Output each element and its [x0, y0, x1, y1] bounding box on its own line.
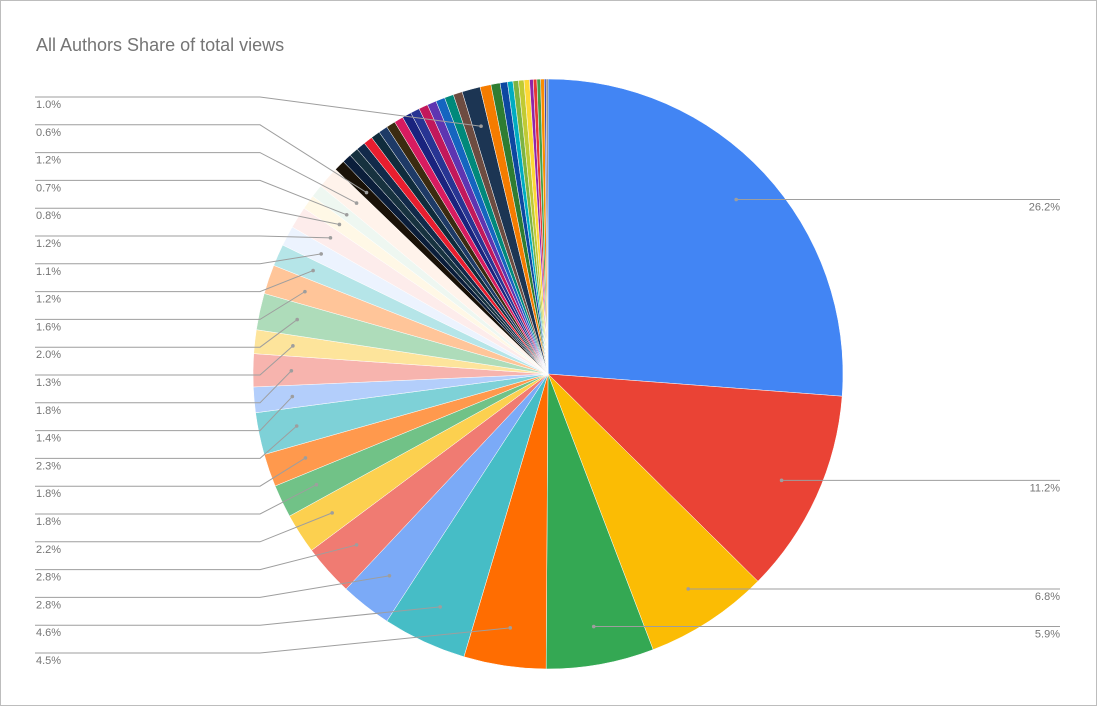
leader-dot — [508, 626, 513, 630]
leader-dot — [337, 222, 342, 227]
leader-dot — [686, 587, 691, 591]
leader-line — [35, 484, 317, 515]
data-label: 11.2% — [1030, 482, 1061, 494]
leader-dot — [591, 624, 596, 629]
leader-dot — [330, 511, 334, 515]
data-label: 6.8% — [1035, 591, 1060, 603]
leader-dot — [354, 201, 359, 205]
slice — [547, 373, 843, 582]
data-label: 2.0% — [36, 349, 61, 361]
leader-line — [35, 235, 331, 239]
data-label: 4.6% — [36, 627, 61, 639]
pie — [252, 78, 844, 670]
chart-title: All Authors Share of total views — [36, 35, 284, 55]
leader-dot — [295, 317, 299, 322]
slice — [547, 78, 844, 397]
leader-dot — [779, 478, 784, 483]
slice — [547, 373, 759, 650]
leader-line — [35, 575, 390, 598]
leader-line — [35, 425, 298, 459]
leader-line — [35, 345, 294, 376]
labels: 1.0% 0.6% 1.2% 0.7% 0.8% 1.2% 1.1% 1.2% 1.6% 2.0%… — [35, 96, 1061, 667]
leader-line — [35, 319, 298, 348]
leader-dot — [734, 197, 738, 202]
leader-line — [35, 544, 357, 571]
leader-line — [35, 179, 347, 216]
leader-dot — [294, 424, 299, 428]
data-label: 2.3% — [36, 460, 61, 472]
data-label: 4.5% — [36, 655, 61, 667]
data-label: 1.2% — [36, 294, 61, 306]
leader-dot — [290, 394, 295, 399]
leader-line — [35, 96, 482, 127]
data-label: 1.2% — [36, 155, 61, 167]
leader-line — [35, 606, 441, 626]
data-label: 0.8% — [36, 210, 61, 222]
leader-line — [35, 512, 333, 543]
leader-line — [35, 627, 511, 654]
leader-dot — [303, 289, 307, 294]
leader-dot — [303, 456, 308, 460]
leader-line — [35, 124, 367, 193]
data-label: 0.6% — [36, 127, 61, 139]
leader-dot — [314, 482, 319, 487]
leader-line — [35, 396, 293, 432]
data-label: 2.8% — [36, 572, 61, 584]
leader-dot — [387, 574, 392, 578]
data-label: 1.8% — [36, 516, 61, 528]
data-label: 1.8% — [36, 488, 61, 500]
data-label: 1.6% — [36, 321, 61, 333]
leader-dot — [328, 236, 333, 240]
leader-dot — [354, 543, 359, 547]
data-label: 1.8% — [36, 405, 61, 417]
leader-line — [35, 370, 292, 404]
data-label: 1.3% — [36, 377, 61, 389]
data-label: 26.2% — [1029, 201, 1060, 213]
slice — [545, 78, 549, 375]
leader-line — [35, 253, 322, 265]
leader-dot — [289, 368, 294, 373]
leader-dot — [291, 344, 295, 348]
data-label: 2.8% — [36, 599, 61, 611]
data-label: 2.2% — [36, 544, 61, 556]
leader-line — [35, 270, 314, 293]
leader-line — [35, 291, 306, 320]
data-label: 5.9% — [1035, 629, 1060, 641]
leader-line — [35, 152, 357, 204]
data-label: 1.1% — [36, 266, 61, 278]
data-label: 1.0% — [36, 99, 61, 111]
leader-dot — [364, 190, 369, 195]
leader-line — [35, 457, 306, 487]
leader-dot — [319, 252, 323, 256]
leader-dot — [479, 124, 483, 129]
leader-dot — [344, 212, 349, 217]
leader-dot — [438, 605, 442, 609]
leader-line — [35, 207, 340, 225]
leader-dot — [311, 268, 315, 273]
data-label: 1.4% — [36, 433, 61, 445]
data-label: 1.2% — [36, 238, 61, 250]
data-label: 0.7% — [36, 182, 61, 194]
